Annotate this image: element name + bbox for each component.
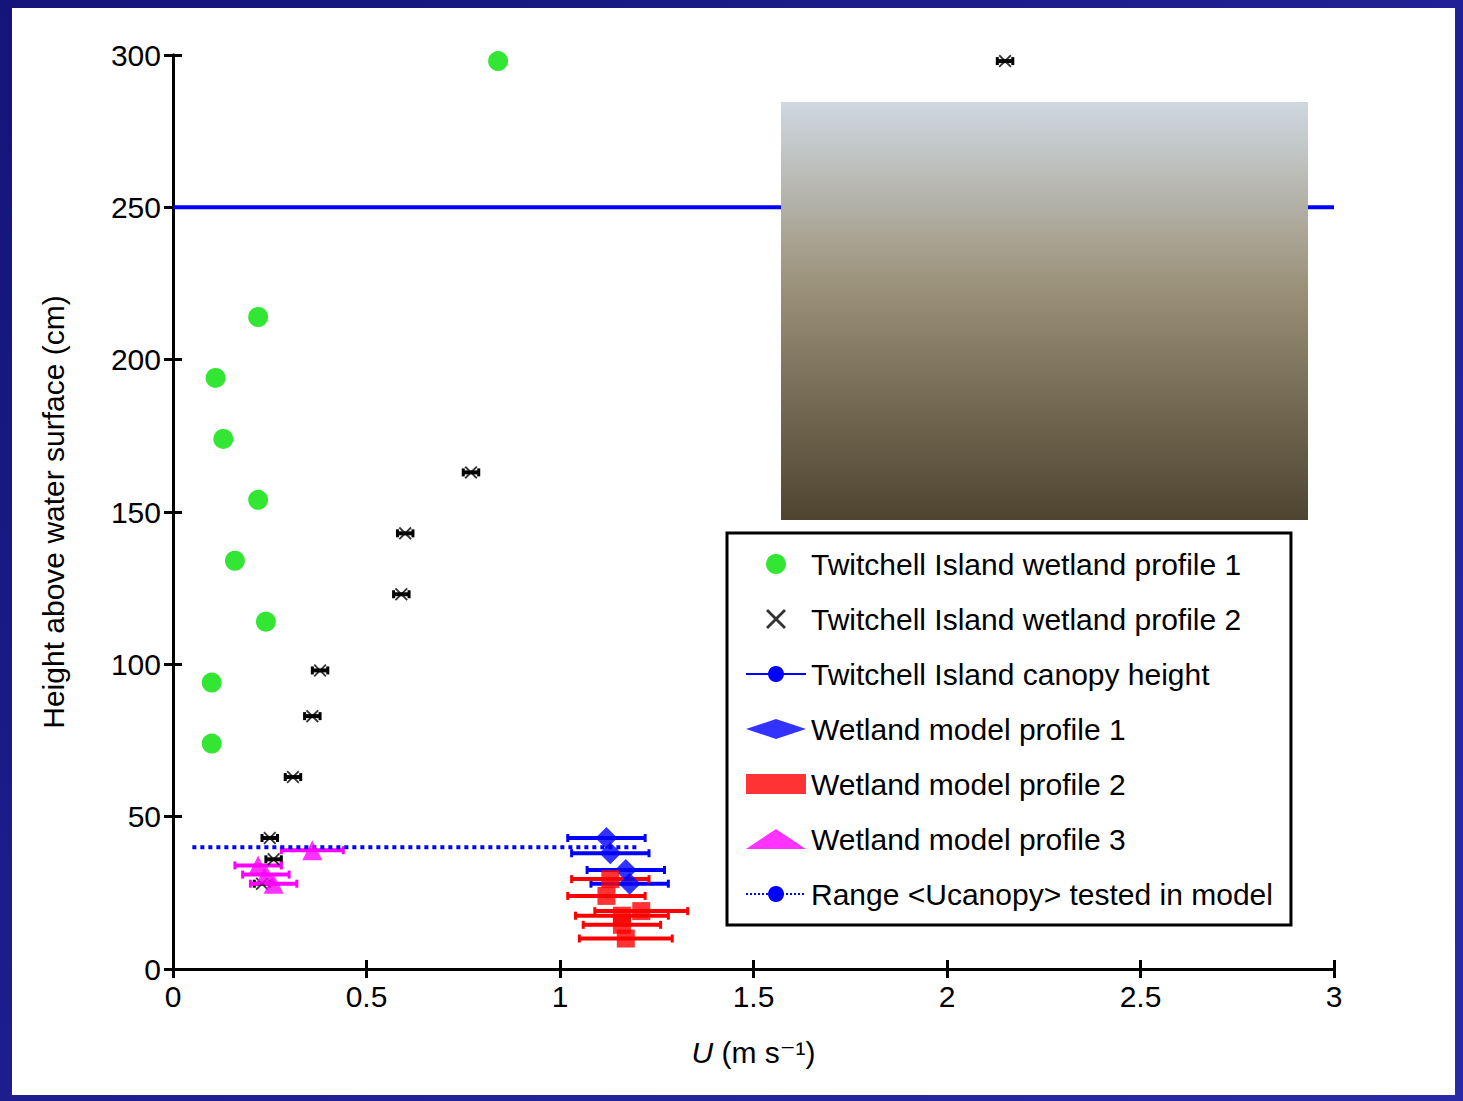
svg-text:U: U xyxy=(691,1036,713,1069)
svg-text:1: 1 xyxy=(552,980,569,1013)
svg-text:3: 3 xyxy=(1326,980,1343,1013)
svg-text:Wetland model profile 2: Wetland model profile 2 xyxy=(811,768,1126,801)
svg-text:Height above water surface (cm: Height above water surface (cm) xyxy=(37,295,70,729)
svg-text:Wetland model profile 1: Wetland model profile 1 xyxy=(811,713,1126,746)
svg-text:Wetland model profile 3: Wetland model profile 3 xyxy=(811,823,1126,856)
svg-text:Twitchell Island wetland profi: Twitchell Island wetland profile 1 xyxy=(811,548,1241,581)
svg-text:150: 150 xyxy=(111,496,161,529)
svg-text:50: 50 xyxy=(128,800,161,833)
svg-text:250: 250 xyxy=(111,191,161,224)
svg-text:Twitchell Island wetland profi: Twitchell Island wetland profile 2 xyxy=(811,603,1241,636)
svg-text:200: 200 xyxy=(111,343,161,376)
svg-text:0: 0 xyxy=(144,953,161,986)
svg-text:1.5: 1.5 xyxy=(733,980,775,1013)
svg-text:2: 2 xyxy=(939,980,956,1013)
svg-text:Twitchell Island canopy height: Twitchell Island canopy height xyxy=(811,658,1210,691)
svg-text:2.5: 2.5 xyxy=(1120,980,1162,1013)
svg-text:100: 100 xyxy=(111,648,161,681)
svg-text:(m s⁻¹): (m s⁻¹) xyxy=(713,1036,815,1069)
svg-text:Range <Ucanopy> tested in mode: Range <Ucanopy> tested in model xyxy=(811,878,1273,911)
svg-text:0: 0 xyxy=(165,980,182,1013)
svg-text:300: 300 xyxy=(111,39,161,72)
svg-text:0.5: 0.5 xyxy=(346,980,388,1013)
